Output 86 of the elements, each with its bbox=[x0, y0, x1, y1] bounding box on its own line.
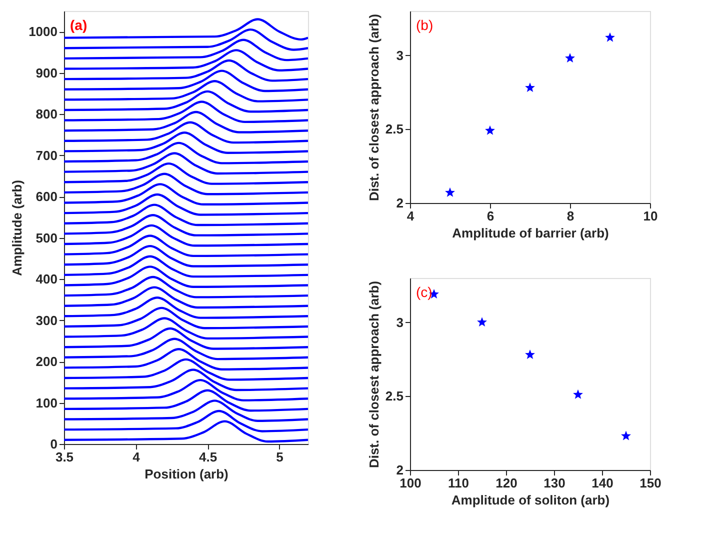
line-series bbox=[64, 193, 308, 216]
line-series bbox=[64, 296, 308, 319]
x-tick-label: 4 bbox=[406, 208, 415, 224]
x-axis-title: Position (arb) bbox=[144, 466, 228, 482]
line-series bbox=[64, 162, 308, 185]
line-series bbox=[64, 276, 308, 298]
y-tick-label: 3 bbox=[396, 314, 404, 330]
x-tick-label: 110 bbox=[448, 476, 469, 490]
x-tick-label: 6 bbox=[486, 208, 494, 224]
y-tick-label: 100 bbox=[36, 395, 58, 410]
x-tick-label: 130 bbox=[544, 476, 566, 490]
line-series bbox=[64, 286, 308, 309]
line-series bbox=[64, 183, 308, 206]
line-series bbox=[64, 224, 308, 247]
point bbox=[621, 430, 631, 440]
x-tick-label: 150 bbox=[640, 476, 662, 490]
line-series bbox=[64, 410, 308, 432]
y-tick-label: 2 bbox=[396, 462, 404, 478]
y-tick-label: 3 bbox=[396, 48, 404, 63]
y-tick-label: 2 bbox=[396, 196, 404, 210]
annotation: (c) bbox=[416, 284, 432, 300]
line-series bbox=[64, 214, 308, 236]
annotation: (a) bbox=[70, 17, 88, 33]
point bbox=[565, 53, 575, 63]
y-tick-label: 500 bbox=[36, 230, 58, 246]
line-series bbox=[64, 172, 308, 196]
line-series bbox=[64, 317, 308, 340]
y-tick-label: 400 bbox=[36, 272, 58, 287]
y-axis-title: Dist. of closest approach (arb) bbox=[366, 14, 382, 202]
line-series bbox=[64, 255, 308, 278]
y-tick-label: 700 bbox=[36, 148, 58, 163]
x-tick-label: 8 bbox=[566, 208, 574, 224]
line-series bbox=[64, 90, 308, 113]
y-tick-label: 900 bbox=[36, 65, 58, 80]
line-series bbox=[64, 142, 308, 164]
y-axis-title: Amplitude (arb) bbox=[10, 180, 25, 276]
line-series bbox=[64, 378, 308, 402]
line-series bbox=[64, 400, 308, 422]
x-tick-label: 10 bbox=[643, 208, 658, 224]
y-tick-label: 1000 bbox=[28, 24, 58, 40]
line-series bbox=[64, 348, 308, 370]
line-series bbox=[64, 18, 308, 41]
x-axis-title: Amplitude of soliton (arb) bbox=[451, 492, 610, 508]
point bbox=[485, 125, 495, 135]
y-tick-label: 800 bbox=[36, 106, 58, 122]
y-axis-title: Dist. of closest approach (arb) bbox=[366, 280, 382, 468]
line-series bbox=[64, 59, 308, 82]
y-tick-label: 2.5 bbox=[385, 122, 404, 137]
line-series bbox=[64, 306, 308, 330]
line-series bbox=[64, 132, 308, 154]
line-series bbox=[64, 80, 308, 102]
line-series bbox=[64, 368, 308, 392]
x-tick-label: 4 bbox=[132, 450, 141, 464]
line-series bbox=[64, 234, 308, 258]
x-tick-label: 5 bbox=[276, 450, 284, 464]
line-series bbox=[64, 100, 308, 124]
line-series bbox=[64, 152, 308, 175]
line-series bbox=[64, 49, 308, 72]
line-series bbox=[64, 358, 308, 381]
x-tick-label: 4.5 bbox=[198, 450, 218, 464]
line-series bbox=[64, 110, 308, 134]
point bbox=[525, 350, 535, 360]
line-series bbox=[64, 389, 308, 412]
y-tick-label: 600 bbox=[36, 189, 58, 204]
x-axis-title: Amplitude of barrier (arb) bbox=[452, 226, 609, 240]
x-tick-label: 3.5 bbox=[55, 450, 74, 464]
line-series bbox=[64, 38, 308, 62]
y-tick-label: 300 bbox=[36, 312, 58, 328]
x-tick-label: 140 bbox=[592, 476, 614, 490]
annotation: (b) bbox=[416, 17, 434, 33]
line-series bbox=[64, 266, 308, 288]
line-series bbox=[64, 70, 308, 92]
point bbox=[445, 187, 455, 197]
line-series bbox=[64, 327, 308, 350]
line-series bbox=[64, 244, 308, 268]
point bbox=[525, 82, 535, 92]
y-tick-label: 0 bbox=[50, 436, 58, 452]
line-series bbox=[64, 204, 308, 226]
y-tick-label: 2.5 bbox=[385, 388, 404, 404]
point bbox=[605, 32, 615, 42]
point bbox=[573, 389, 583, 399]
x-tick-label: 120 bbox=[496, 476, 518, 490]
line-series bbox=[64, 121, 308, 144]
point bbox=[477, 317, 487, 327]
y-tick-label: 200 bbox=[36, 354, 58, 370]
line-series bbox=[64, 338, 308, 360]
